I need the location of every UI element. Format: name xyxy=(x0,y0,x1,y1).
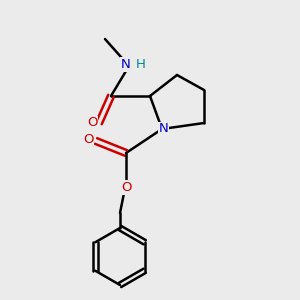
Text: O: O xyxy=(87,116,98,130)
Text: N: N xyxy=(121,58,130,71)
Text: N: N xyxy=(159,122,168,136)
Text: H: H xyxy=(136,58,145,71)
Text: O: O xyxy=(121,181,131,194)
Text: O: O xyxy=(83,133,94,146)
